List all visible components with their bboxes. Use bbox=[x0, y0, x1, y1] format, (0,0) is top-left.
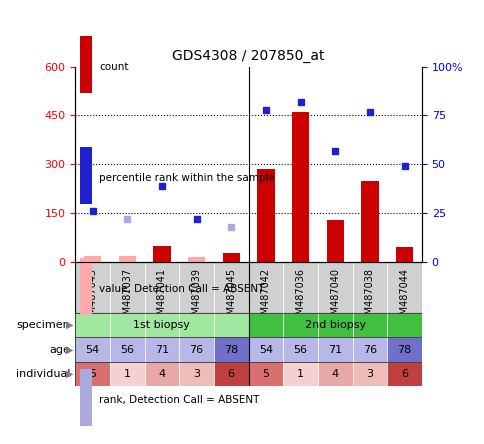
Bar bbox=[326, 220, 343, 262]
Bar bbox=[109, 262, 144, 313]
Text: 3: 3 bbox=[193, 369, 199, 379]
Text: specimen: specimen bbox=[16, 320, 70, 330]
Bar bbox=[318, 262, 352, 313]
Text: 76: 76 bbox=[362, 345, 376, 355]
Text: GSM487037: GSM487037 bbox=[122, 268, 132, 327]
Text: 6: 6 bbox=[400, 369, 407, 379]
Text: GSM487041: GSM487041 bbox=[156, 268, 166, 327]
Text: age: age bbox=[49, 345, 70, 355]
Bar bbox=[248, 262, 283, 313]
Text: ▶: ▶ bbox=[66, 369, 74, 379]
Bar bbox=[283, 313, 318, 337]
Title: GDS4308 / 207850_at: GDS4308 / 207850_at bbox=[172, 49, 324, 63]
Text: value, Detection Call = ABSENT: value, Detection Call = ABSENT bbox=[99, 284, 264, 293]
Bar bbox=[222, 253, 240, 262]
Text: GSM487045: GSM487045 bbox=[226, 268, 236, 327]
Bar bbox=[80, 147, 92, 204]
Bar bbox=[179, 262, 213, 313]
Bar bbox=[213, 262, 248, 313]
Bar bbox=[318, 313, 352, 337]
Bar bbox=[213, 313, 248, 337]
Text: 78: 78 bbox=[224, 345, 238, 355]
Text: rank, Detection Call = ABSENT: rank, Detection Call = ABSENT bbox=[99, 395, 259, 404]
Bar bbox=[144, 337, 179, 362]
Text: 78: 78 bbox=[397, 345, 411, 355]
Text: 56: 56 bbox=[293, 345, 307, 355]
Bar bbox=[144, 313, 179, 337]
Text: 1: 1 bbox=[297, 369, 303, 379]
Text: 54: 54 bbox=[85, 345, 99, 355]
Text: 4: 4 bbox=[158, 369, 165, 379]
Bar bbox=[386, 337, 421, 362]
Bar bbox=[352, 262, 386, 313]
Text: GSM487042: GSM487042 bbox=[260, 268, 271, 327]
Bar bbox=[248, 362, 283, 386]
Text: 1: 1 bbox=[123, 369, 130, 379]
Bar bbox=[213, 337, 248, 362]
Bar bbox=[352, 337, 386, 362]
Text: GSM487044: GSM487044 bbox=[399, 268, 409, 327]
Bar bbox=[153, 246, 170, 262]
Text: ▶: ▶ bbox=[66, 345, 74, 355]
Text: individual: individual bbox=[16, 369, 70, 379]
Bar bbox=[84, 256, 101, 262]
Bar bbox=[386, 313, 421, 337]
Bar bbox=[291, 112, 309, 262]
Bar bbox=[386, 262, 421, 313]
Bar bbox=[352, 313, 386, 337]
Bar bbox=[80, 369, 92, 426]
Bar bbox=[395, 247, 412, 262]
Bar bbox=[179, 337, 213, 362]
Text: 71: 71 bbox=[328, 345, 342, 355]
Bar bbox=[283, 362, 318, 386]
Bar bbox=[179, 313, 213, 337]
Bar bbox=[144, 362, 179, 386]
Bar bbox=[187, 257, 205, 262]
Text: GSM487039: GSM487039 bbox=[191, 268, 201, 327]
Text: 6: 6 bbox=[227, 369, 234, 379]
Text: 2nd biopsy: 2nd biopsy bbox=[304, 320, 365, 330]
Bar bbox=[80, 258, 92, 315]
Bar bbox=[352, 362, 386, 386]
Bar bbox=[318, 362, 352, 386]
Text: 56: 56 bbox=[120, 345, 134, 355]
Text: 54: 54 bbox=[258, 345, 272, 355]
Text: ▶: ▶ bbox=[66, 320, 74, 330]
Bar bbox=[283, 262, 318, 313]
Bar bbox=[75, 337, 109, 362]
Bar bbox=[248, 337, 283, 362]
Text: count: count bbox=[99, 62, 129, 71]
Bar bbox=[257, 169, 274, 262]
Bar bbox=[248, 313, 283, 337]
Text: 4: 4 bbox=[331, 369, 338, 379]
Text: GSM487040: GSM487040 bbox=[330, 268, 340, 327]
Text: percentile rank within the sample: percentile rank within the sample bbox=[99, 173, 275, 182]
Text: 76: 76 bbox=[189, 345, 203, 355]
Text: GSM487038: GSM487038 bbox=[364, 268, 374, 327]
Bar bbox=[318, 337, 352, 362]
Bar bbox=[75, 362, 109, 386]
Bar bbox=[109, 362, 144, 386]
Bar bbox=[386, 362, 421, 386]
Bar bbox=[283, 337, 318, 362]
Bar bbox=[109, 337, 144, 362]
Bar bbox=[361, 181, 378, 262]
Bar bbox=[179, 362, 213, 386]
Bar bbox=[109, 313, 144, 337]
Text: 5: 5 bbox=[262, 369, 269, 379]
Bar bbox=[75, 262, 109, 313]
Text: GSM487043: GSM487043 bbox=[87, 268, 97, 327]
Text: 1st biopsy: 1st biopsy bbox=[133, 320, 190, 330]
Text: 5: 5 bbox=[89, 369, 96, 379]
Text: 3: 3 bbox=[366, 369, 373, 379]
Text: GSM487036: GSM487036 bbox=[295, 268, 305, 327]
Bar bbox=[213, 362, 248, 386]
Bar bbox=[80, 36, 92, 93]
Bar bbox=[144, 262, 179, 313]
Bar bbox=[75, 313, 109, 337]
Text: 71: 71 bbox=[154, 345, 168, 355]
Bar bbox=[118, 256, 136, 262]
